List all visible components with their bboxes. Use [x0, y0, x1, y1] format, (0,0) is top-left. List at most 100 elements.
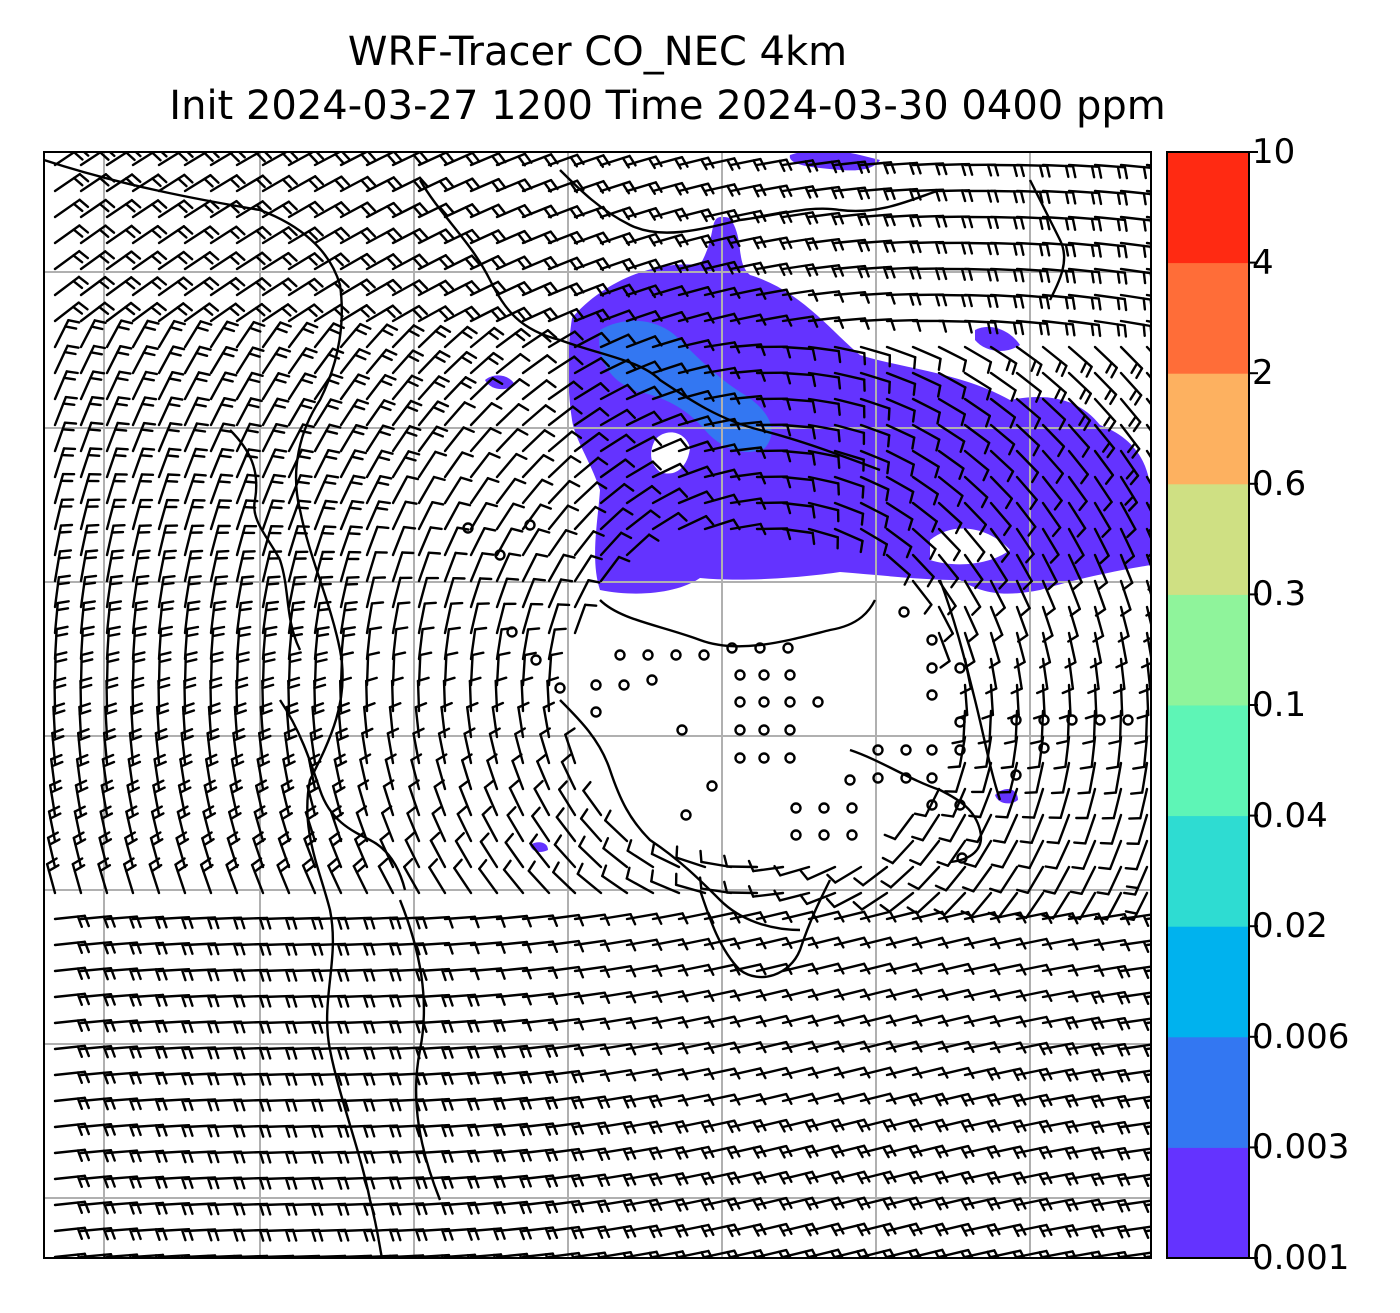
wind-barb [650, 841, 681, 869]
wind-barb [339, 304, 376, 323]
wind-barb [1119, 475, 1139, 512]
wind-barb [1041, 215, 1077, 231]
wind-barb [461, 753, 473, 791]
coastline-asia-mainland [44, 158, 384, 1258]
wind-barb [365, 253, 403, 271]
wind-barb [1097, 839, 1123, 871]
chart-title-line1: WRF-Tracer CO_NEC 4km [347, 29, 848, 75]
wind-barb [781, 263, 819, 277]
wind-barb [885, 475, 915, 504]
calm-wind-circle [954, 744, 966, 756]
wind-barb [339, 474, 366, 505]
wind-barb [521, 429, 556, 453]
wind-barb [859, 449, 890, 475]
wind-barb [417, 425, 449, 453]
wind-barb [1093, 215, 1128, 233]
wind-barb [53, 249, 90, 271]
wind-barb [989, 449, 1015, 483]
calm-wind-circle [758, 752, 770, 764]
wind-barb [469, 402, 503, 427]
wind-barb [105, 574, 124, 609]
wind-barb [625, 155, 663, 170]
calm-wind-circle [784, 752, 796, 764]
calm-wind-circle [926, 662, 938, 674]
wind-barb [807, 345, 842, 364]
wind-barb [1119, 939, 1151, 953]
wind-barb [1092, 605, 1105, 643]
wind-barb [261, 473, 287, 505]
wind-barb [517, 701, 530, 739]
wind-barb [73, 805, 88, 843]
wind-barb [306, 779, 320, 817]
wind-barb [495, 353, 531, 375]
wind-barb [339, 398, 370, 427]
wind-barb [256, 753, 271, 791]
wind-barb [1024, 761, 1045, 794]
wind-barb [261, 303, 298, 323]
wind-barb [209, 600, 227, 635]
wind-barb [1128, 787, 1149, 820]
wind-barb [885, 553, 911, 586]
wind-barb [79, 549, 99, 583]
wind-barb [576, 862, 603, 895]
wind-barb [807, 397, 841, 416]
wind-barb [53, 172, 90, 193]
wind-barb [131, 345, 159, 375]
wind-barb [547, 991, 585, 1005]
calm-wind-circle [846, 802, 858, 814]
wind-barb [235, 302, 272, 323]
wind-barb [227, 805, 242, 843]
calm-wind-circle [846, 829, 858, 841]
coastline-korea-japan [418, 179, 881, 472]
wind-barb [183, 524, 205, 557]
wind-barb [573, 1095, 611, 1110]
wind-barb [79, 574, 98, 609]
wind-barb [417, 279, 455, 297]
wind-barb [250, 857, 265, 895]
wind-barb [131, 250, 168, 271]
calm-wind-circle [734, 724, 746, 736]
wind-barb [201, 831, 215, 869]
wind-barb [599, 965, 637, 978]
calm-wind-circle [590, 679, 602, 691]
wind-barb [469, 203, 507, 219]
wind-barb [963, 293, 999, 308]
wind-barb [799, 865, 837, 881]
calm-wind-circle [1122, 714, 1134, 726]
wind-barb [1071, 839, 1097, 870]
wind-barb [307, 753, 322, 791]
wind-barb [79, 421, 104, 453]
wind-barb [938, 813, 967, 843]
wind-barb [175, 831, 190, 869]
wind-barb [287, 200, 324, 219]
wind-barb [443, 577, 466, 609]
wind-barb [157, 600, 175, 635]
wind-barb [880, 865, 915, 889]
wind-barb [209, 251, 246, 271]
wind-barb [781, 371, 817, 388]
wind-barb [989, 345, 1018, 376]
wind-barb [651, 181, 689, 196]
wind-barb [209, 320, 239, 349]
wind-barb [45, 857, 60, 895]
calm-wind-circle [734, 696, 746, 708]
wind-barb [552, 861, 577, 895]
wind-barb [1015, 449, 1040, 484]
wind-barb [963, 475, 989, 509]
wind-barb [183, 499, 206, 531]
wind-barb [677, 260, 715, 274]
wind-barb [529, 833, 551, 869]
wind-barb [1067, 189, 1103, 206]
wind-barb [1019, 813, 1045, 844]
wind-barb [379, 831, 395, 869]
wind-barb [255, 779, 269, 817]
wind-barb [1041, 423, 1066, 458]
wind-barb [527, 860, 551, 895]
wind-barb [443, 626, 461, 661]
wind-barb [677, 208, 715, 223]
wind-barb [547, 603, 571, 635]
wind-barb [209, 524, 231, 557]
calm-wind-circle [1066, 714, 1078, 726]
calm-wind-circle [614, 649, 626, 661]
wind-barb [521, 379, 557, 401]
